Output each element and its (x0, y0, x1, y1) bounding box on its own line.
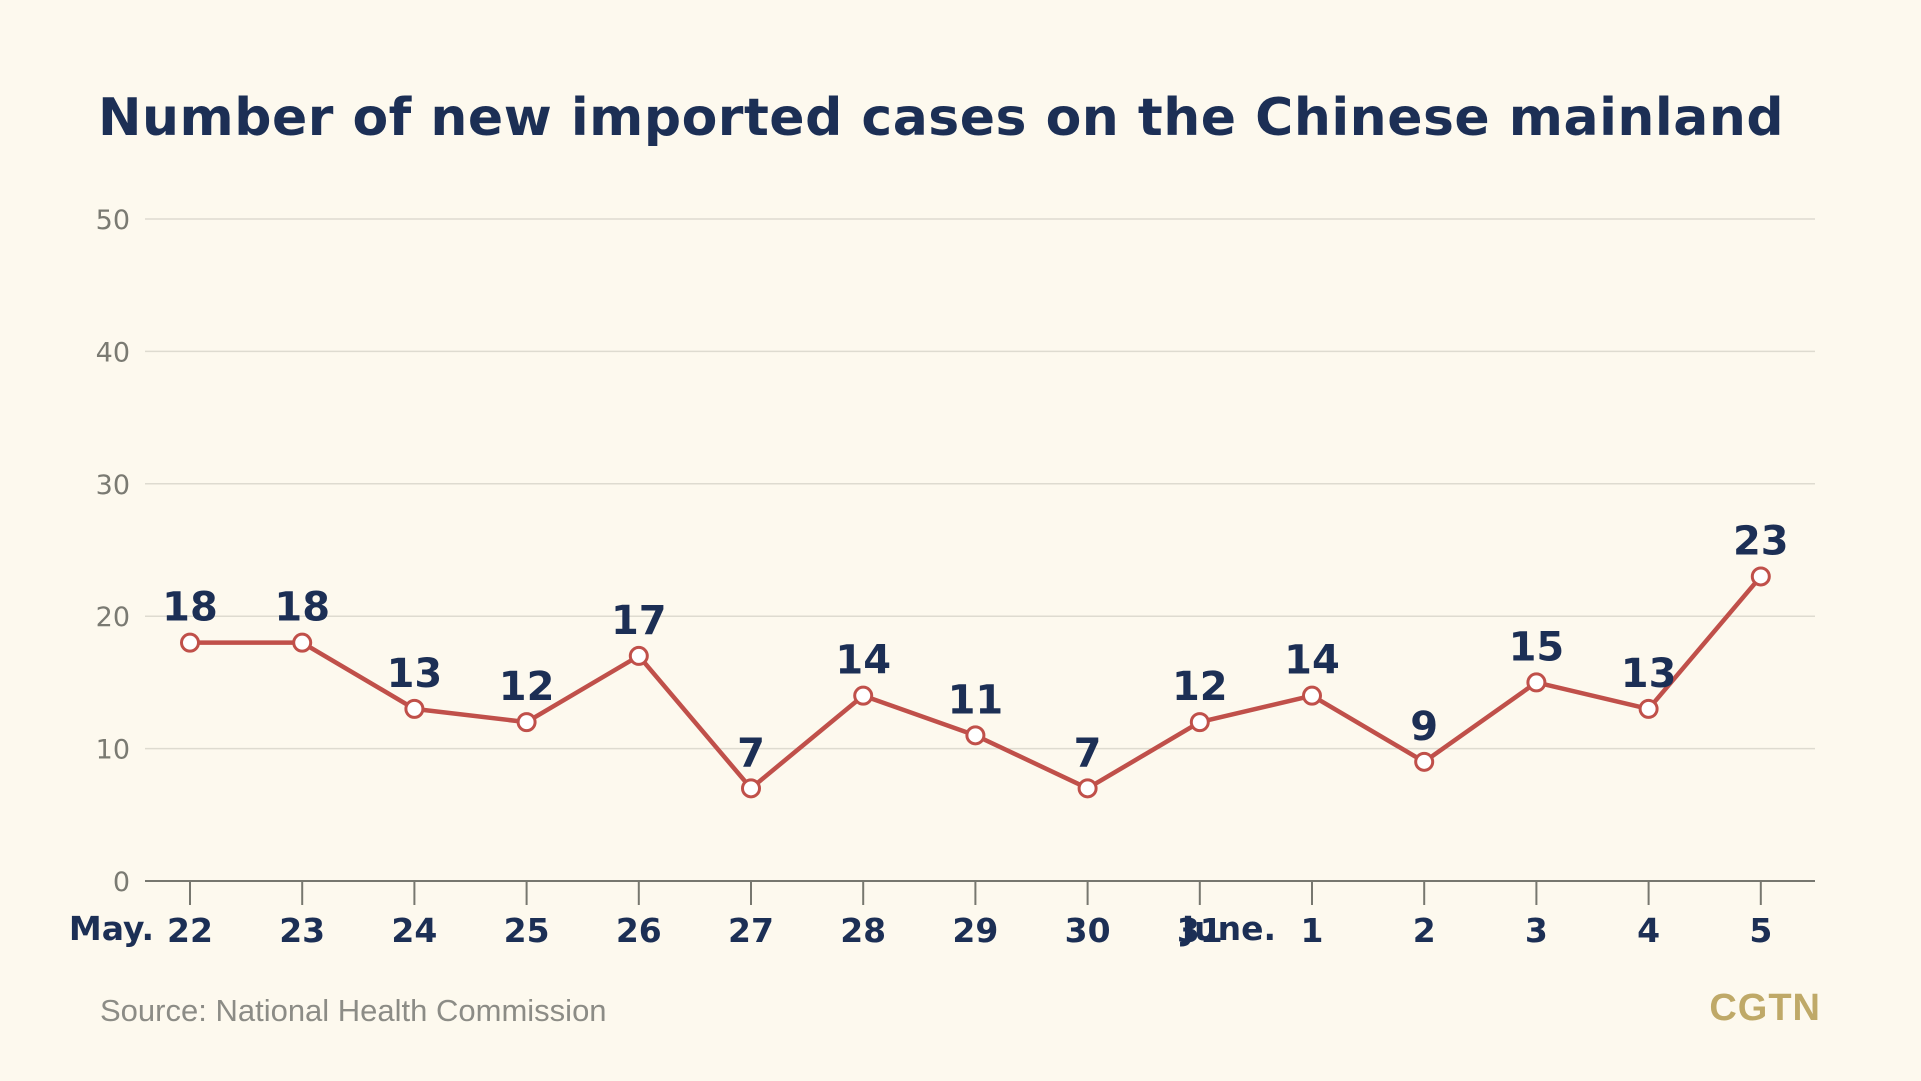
y-tick-label: 10 (96, 735, 130, 766)
x-tick-label: 24 (391, 911, 437, 950)
data-label: 7 (737, 730, 765, 776)
data-point (404, 698, 425, 719)
data-point (516, 712, 537, 733)
data-label: 14 (835, 638, 891, 684)
x-tick-label: 5 (1749, 911, 1772, 950)
data-point (1077, 778, 1098, 799)
data-label: 14 (1284, 638, 1340, 684)
data-point (1638, 698, 1659, 719)
x-tick-label: 23 (279, 911, 325, 950)
data-label: 9 (1410, 704, 1438, 750)
x-tick-label: 3 (1525, 911, 1548, 950)
x-tick-label: 26 (616, 911, 662, 950)
data-label: 11 (948, 677, 1004, 723)
cgtn-logo: CGTN (1709, 987, 1821, 1029)
data-label: 18 (162, 585, 218, 631)
y-tick-label: 40 (96, 337, 130, 368)
y-tick-label: 50 (96, 205, 130, 236)
data-label: 12 (1172, 664, 1228, 710)
data-point (965, 725, 986, 746)
month-label: June. (1180, 909, 1276, 948)
x-tick-label: 4 (1637, 911, 1660, 950)
x-tick-label: 29 (952, 911, 998, 950)
x-tick-label: 1 (1301, 911, 1324, 950)
month-label: May. (69, 909, 154, 948)
data-label: 13 (1621, 651, 1677, 697)
x-tick-label: 28 (840, 911, 886, 950)
data-label: 23 (1733, 518, 1789, 564)
data-label: 15 (1509, 624, 1565, 670)
data-point (741, 778, 761, 799)
y-tick-label: 20 (96, 602, 130, 633)
data-point (1750, 566, 1771, 587)
data-label: 12 (499, 664, 555, 710)
y-tick-label: 0 (113, 867, 130, 898)
data-point (1526, 672, 1547, 693)
y-tick-label: 30 (96, 470, 130, 501)
data-label: 18 (274, 585, 330, 631)
data-point (292, 632, 313, 653)
data-point (180, 632, 200, 653)
x-tick-label: 2 (1413, 911, 1436, 950)
data-label: 17 (611, 598, 667, 644)
x-tick-label: 31 (1177, 911, 1223, 950)
data-point (1189, 712, 1210, 733)
data-label: 7 (1074, 730, 1102, 776)
chart-title: Number of new imported cases on the Chin… (98, 88, 1785, 148)
data-point (853, 685, 874, 706)
x-tick-label: 22 (167, 911, 213, 950)
data-point (1302, 685, 1322, 706)
x-tick-label: 30 (1065, 911, 1111, 950)
x-tick-label: 25 (504, 911, 550, 950)
x-tick-label: 27 (728, 911, 774, 950)
source-note: Source: National Health Commission (100, 993, 607, 1028)
data-point (628, 645, 649, 666)
data-point (1414, 751, 1435, 772)
data-label: 13 (387, 651, 443, 697)
